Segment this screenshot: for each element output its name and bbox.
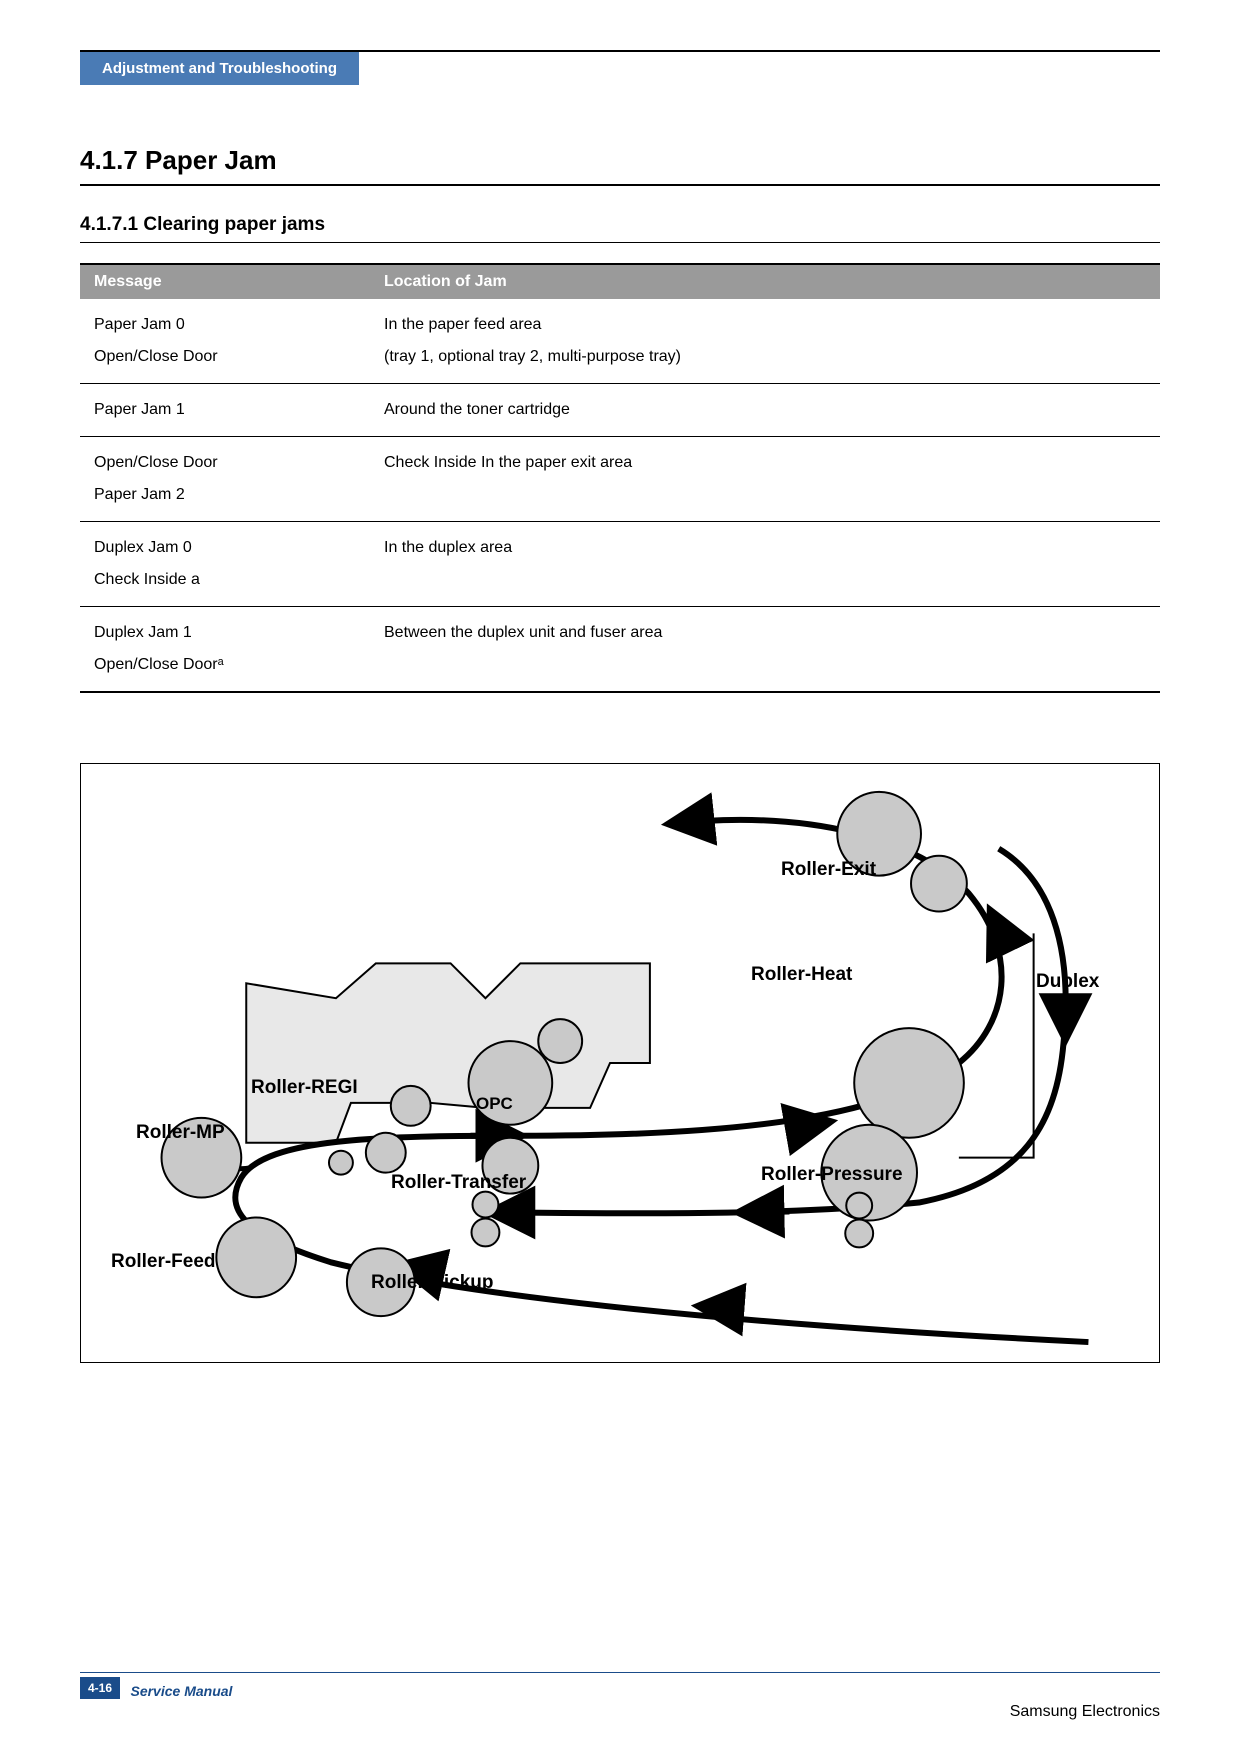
label-roller-pickup: Roller-Pickup — [371, 1272, 493, 1294]
roller-heat — [854, 1028, 964, 1138]
cell-location: Around the toner cartridge — [370, 384, 1160, 437]
label-roller-pressure: Roller-Pressure — [761, 1164, 903, 1186]
label-roller-transfer: Roller-Transfer — [391, 1172, 526, 1194]
section-title: 4.1.7 Paper Jam — [80, 145, 1160, 176]
cell-location: In the paper feed area(tray 1, optional … — [370, 299, 1160, 384]
table-row: Paper Jam 1Around the toner cartridge — [80, 384, 1160, 437]
paper-path-diagram: Roller-Exit Roller-Heat Duplex Roller-RE… — [80, 763, 1160, 1363]
roller-feed — [216, 1217, 296, 1297]
label-roller-exit: Roller-Exit — [781, 859, 876, 881]
table-row: Paper Jam 0Open/Close DoorIn the paper f… — [80, 299, 1160, 384]
cell-location: Check Inside In the paper exit area — [370, 437, 1160, 522]
cell-location: In the duplex area — [370, 522, 1160, 607]
subsection-rule — [80, 242, 1160, 243]
cell-message: Paper Jam 0Open/Close Door — [80, 299, 370, 384]
roller-exit-lower — [911, 856, 967, 912]
cartridge-outline — [246, 963, 650, 1142]
diagram-svg — [81, 764, 1159, 1362]
cell-message: Duplex Jam 0Check Inside a — [80, 522, 370, 607]
col-message: Message — [80, 264, 370, 299]
manual-title: Service Manual — [130, 1683, 232, 1699]
header-tab: Adjustment and Troubleshooting — [80, 52, 359, 85]
duplex-roller — [471, 1218, 499, 1246]
guide-line — [959, 933, 1034, 1157]
cell-message: Paper Jam 1 — [80, 384, 370, 437]
small-roller — [329, 1151, 353, 1175]
footer: 4-16 Service Manual Samsung Electronics — [80, 1672, 1160, 1699]
cell-message: Duplex Jam 1Open/Close Doorᵃ — [80, 607, 370, 693]
roller-regi-lower — [366, 1133, 406, 1173]
duplex-roller — [845, 1219, 873, 1247]
label-roller-regi: Roller-REGI — [251, 1077, 358, 1099]
table-row: Duplex Jam 0Check Inside aIn the duplex … — [80, 522, 1160, 607]
label-opc: OPC — [476, 1094, 513, 1114]
brand: Samsung Electronics — [1010, 1703, 1160, 1721]
label-roller-feed: Roller-Feed — [111, 1251, 216, 1273]
small-roller — [538, 1019, 582, 1063]
cell-message: Open/Close DoorPaper Jam 2 — [80, 437, 370, 522]
path-arrow — [740, 1212, 790, 1213]
header-bar: Adjustment and Troubleshooting — [80, 50, 1160, 85]
label-duplex: Duplex — [1036, 971, 1099, 993]
roller-regi-upper — [391, 1086, 431, 1126]
page-number: 4-16 — [80, 1677, 120, 1699]
label-roller-mp: Roller-MP — [136, 1122, 225, 1144]
table-row: Open/Close DoorPaper Jam 2Check Inside I… — [80, 437, 1160, 522]
duplex-roller — [846, 1193, 872, 1219]
col-location: Location of Jam — [370, 264, 1160, 299]
subsection-title: 4.1.7.1 Clearing paper jams — [80, 214, 1160, 236]
section-rule — [80, 184, 1160, 186]
path-arrow — [700, 1306, 740, 1309]
cell-location: Between the duplex unit and fuser area — [370, 607, 1160, 693]
jam-table: Message Location of Jam Paper Jam 0Open/… — [80, 263, 1160, 693]
label-roller-heat: Roller-Heat — [751, 964, 852, 986]
duplex-roller — [472, 1192, 498, 1218]
table-row: Duplex Jam 1Open/Close Doorᵃ Between the… — [80, 607, 1160, 693]
path-arrow — [789, 1122, 829, 1129]
